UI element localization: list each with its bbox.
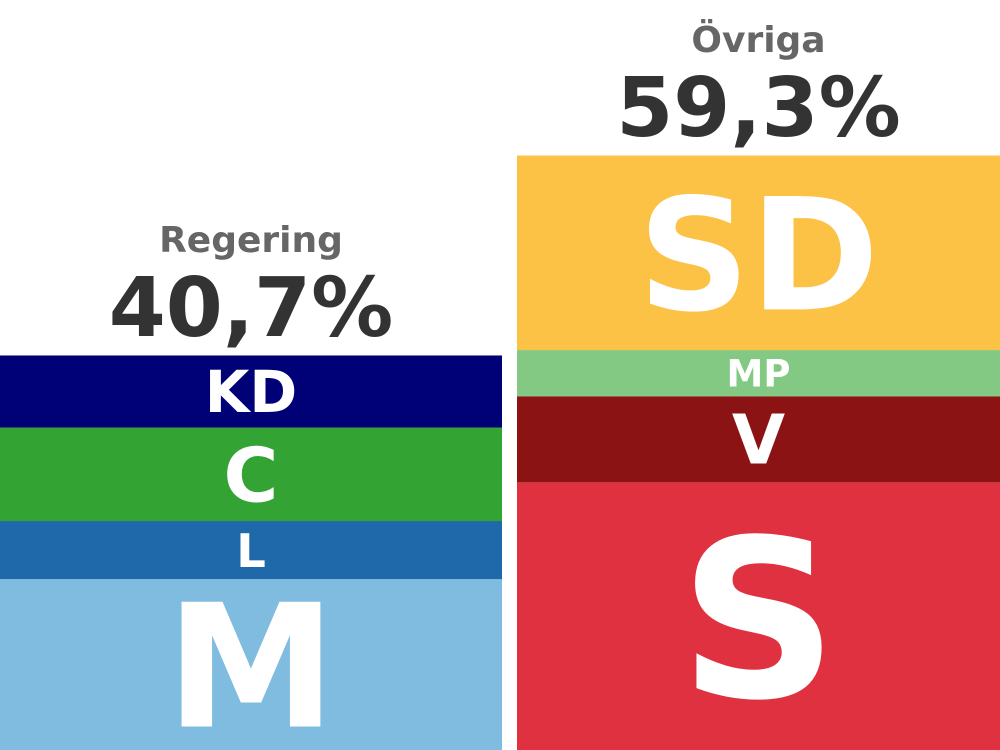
segment-label: MP bbox=[727, 352, 791, 395]
segment bbox=[0, 427, 502, 522]
segment-label: V bbox=[732, 401, 785, 481]
segment-label: C bbox=[224, 432, 279, 519]
segment-label: L bbox=[236, 524, 266, 578]
segment bbox=[0, 521, 502, 580]
segment bbox=[0, 579, 502, 750]
segment bbox=[517, 396, 1000, 483]
segment-label: KD bbox=[205, 359, 297, 426]
block-label: Övriga bbox=[691, 19, 825, 61]
segment bbox=[517, 350, 1000, 397]
block-label: Regering bbox=[159, 220, 343, 261]
segment bbox=[517, 482, 1000, 750]
block-total: 40,7% bbox=[109, 261, 393, 356]
segment-label: M bbox=[166, 568, 336, 750]
segment-label: S bbox=[679, 493, 837, 749]
segment bbox=[0, 355, 502, 428]
segment-label: SD bbox=[638, 165, 879, 346]
block-total: 59,3% bbox=[616, 61, 900, 156]
segment bbox=[517, 155, 1000, 351]
